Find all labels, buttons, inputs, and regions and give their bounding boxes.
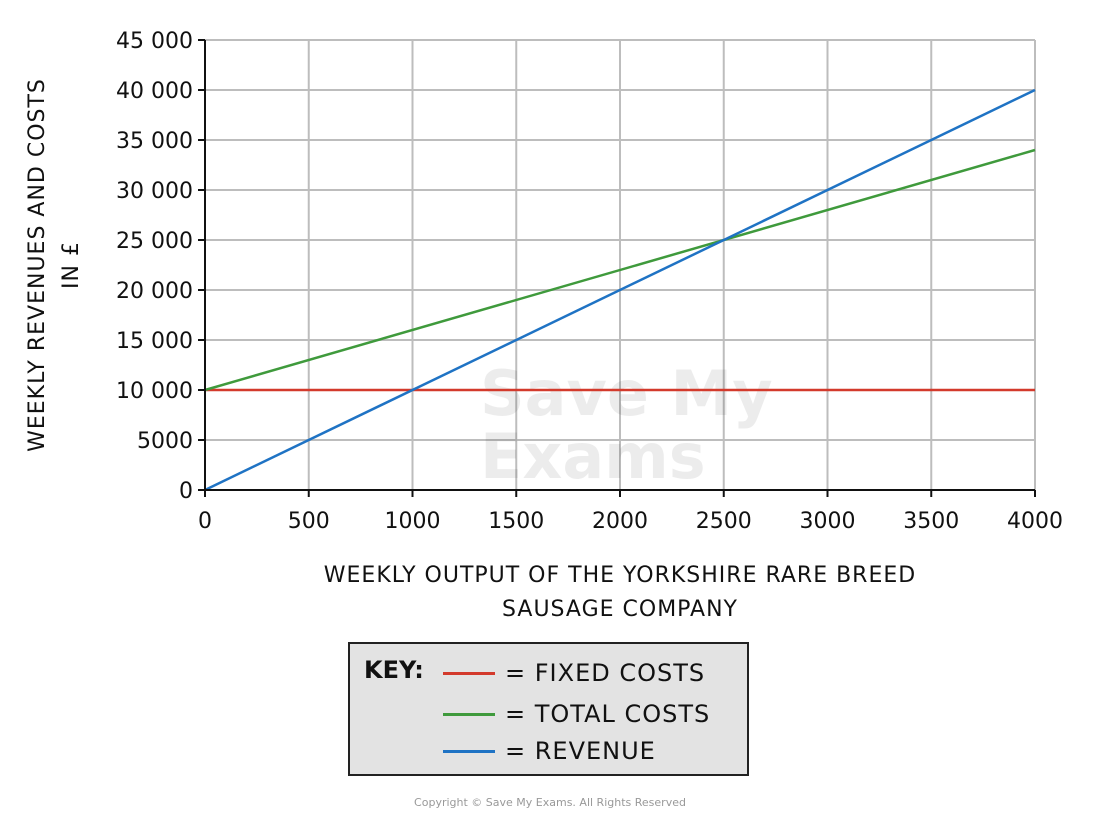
legend-label: = REVENUE: [505, 737, 656, 765]
x-tick-label: 3000: [800, 509, 856, 534]
y-tick-label: 25 000: [116, 229, 193, 254]
y-tick-label: 40 000: [116, 79, 193, 104]
x-tick-label: 1500: [488, 509, 544, 534]
x-tick-label: 2500: [696, 509, 752, 534]
x-tick-label: 2000: [592, 509, 648, 534]
y-tick-label: 15 000: [116, 329, 193, 354]
legend: KEY: = FIXED COSTS = TOTAL COSTS = REVEN…: [348, 642, 749, 776]
y-tick-label: 45 000: [116, 29, 193, 54]
x-tick-label: 3500: [903, 509, 959, 534]
legend-entry-revenue: = REVENUE: [443, 736, 656, 766]
series-line-revenue: [204, 88, 1036, 492]
legend-entry-total-costs: = TOTAL COSTS: [443, 699, 710, 729]
y-tick-label: 30 000: [116, 179, 193, 204]
axes: [198, 39, 1036, 497]
y-tick-label: 20 000: [116, 279, 193, 304]
legend-swatch: [443, 749, 495, 753]
legend-title: KEY:: [364, 656, 424, 684]
x-tick-label: 500: [288, 509, 330, 534]
legend-label: = TOTAL COSTS: [505, 700, 711, 728]
y-axis-label-line2: IN £: [59, 241, 84, 289]
watermark: Save My Exams: [480, 357, 773, 493]
copyright-notice: Copyright © Save My Exams. All Rights Re…: [414, 796, 686, 809]
x-axis-label-line1: WEEKLY OUTPUT OF THE YORKSHIRE RARE BREE…: [324, 563, 916, 588]
series: [204, 88, 1036, 492]
x-tick-label: 0: [198, 509, 212, 534]
x-tick-label: 1000: [385, 509, 441, 534]
y-tick-label: 35 000: [116, 129, 193, 154]
y-tick-label: 0: [179, 479, 193, 504]
legend-swatch: [443, 671, 495, 675]
y-axis-label-line1: WEEKLY REVENUES AND COSTS: [25, 78, 50, 452]
y-tick-label: 10 000: [116, 379, 193, 404]
series-line-total-costs: [204, 148, 1036, 392]
x-tick-label: 4000: [1007, 509, 1063, 534]
legend-swatch: [443, 712, 495, 716]
watermark-text: Exams: [480, 420, 706, 493]
tick-labels: 0 500 1000 1500 2000 2500 3000 3500 4000 0 5000 10 …: [116, 29, 1063, 534]
x-axis-label-line2: SAUSAGE COMPANY: [502, 597, 738, 622]
legend-entry-fixed-costs: = FIXED COSTS: [443, 658, 705, 688]
y-tick-label: 5000: [137, 429, 193, 454]
watermark-text: Save My: [480, 357, 773, 430]
legend-label: = FIXED COSTS: [505, 659, 706, 687]
